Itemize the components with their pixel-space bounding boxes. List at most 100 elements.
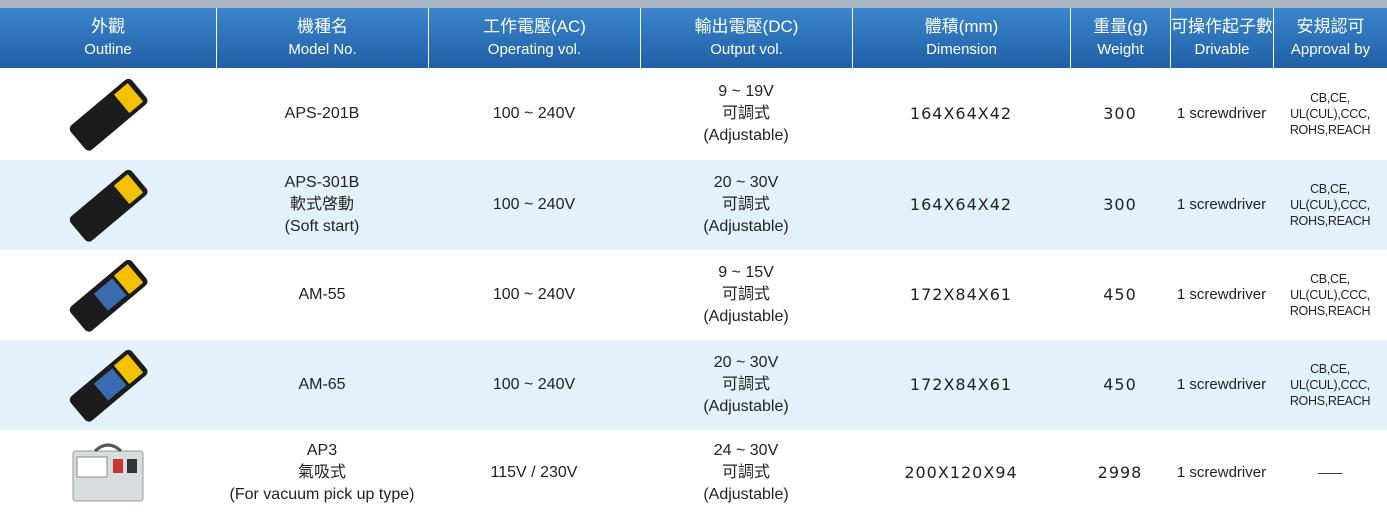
dimension-cell: 164X64X42: [852, 68, 1070, 160]
header-cell: 重量(g) Weight: [1070, 8, 1170, 68]
approval-text: ROHS,REACH: [1289, 123, 1371, 137]
dimension-text: 164X64X42: [909, 104, 1013, 123]
weight-text: 300: [1103, 104, 1137, 123]
dimension-text: 172X84X61: [909, 285, 1013, 304]
approval-text: UL(CUL),CCC,: [1290, 288, 1370, 302]
model-text: 軟式啓動: [289, 196, 354, 213]
row-background: [0, 430, 1387, 516]
header-zh: 機種名: [297, 17, 348, 36]
model-cell: AM-55: [216, 250, 428, 340]
header-en: Weight: [1097, 41, 1144, 58]
header-zh: 重量(g): [1093, 17, 1148, 36]
header-cell: 體積(mm) Dimension: [852, 8, 1070, 68]
output-cell: 20 ~ 30V 可調式 (Adjustable): [640, 340, 852, 430]
approval-text: CB,CE,: [1310, 362, 1350, 376]
approval-text: ROHS,REACH: [1289, 214, 1371, 228]
outline-cell: [0, 340, 216, 430]
header-zh: 工作電壓(AC): [483, 17, 586, 36]
weight-cell: 450: [1070, 340, 1170, 430]
header-en: Dimension: [926, 41, 997, 58]
weight-text: 450: [1103, 375, 1137, 394]
header-en: Output vol.: [710, 41, 783, 58]
output-text: (Adjustable): [703, 486, 789, 503]
drivable-cell: 1 screwdriver: [1170, 430, 1273, 516]
input-cell: 100 ~ 240V: [428, 340, 640, 430]
approval-cell: CB,CE, UL(CUL),CCC, ROHS,REACH: [1273, 340, 1387, 430]
input-cell: 100 ~ 240V: [428, 68, 640, 160]
row-background: [0, 160, 1387, 250]
drivable-cell: 1 screwdriver: [1170, 250, 1273, 340]
output-text: (Adjustable): [703, 218, 789, 235]
drivable-text: 1 screwdriver: [1176, 196, 1267, 213]
output-text: 可調式: [721, 376, 770, 393]
header-en: Outline: [84, 41, 132, 58]
header-en: Drivable: [1194, 41, 1250, 58]
output-text: 20 ~ 30V: [713, 174, 779, 191]
header-cell: 機種名 Model No.: [216, 8, 428, 68]
approval-cell: CB,CE, UL(CUL),CCC, ROHS,REACH: [1273, 68, 1387, 160]
approval-text: UL(CUL),CCC,: [1290, 107, 1370, 121]
header-cell: 輸出電壓(DC) Output vol.: [640, 8, 852, 68]
drivable-text: 1 screwdriver: [1176, 105, 1267, 122]
outline-cell: [0, 68, 216, 160]
header-en: Approval by: [1290, 41, 1371, 58]
row-background: [0, 68, 1387, 160]
dimension-text: 172X84X61: [909, 375, 1013, 394]
output-text: 可調式: [721, 196, 770, 213]
drivable-text: 1 screwdriver: [1176, 286, 1267, 303]
input-text: 100 ~ 240V: [492, 105, 576, 122]
header-zh: 體積(mm): [924, 17, 999, 36]
model-cell: AM-65: [216, 340, 428, 430]
model-cell: APS-201B: [216, 68, 428, 160]
header-en: Model No.: [288, 41, 357, 58]
drivable-text: 1 screwdriver: [1176, 464, 1267, 481]
product-image: [69, 259, 148, 332]
approval-text: ——: [1317, 466, 1343, 480]
input-cell: 115V / 230V: [428, 430, 640, 516]
model-text: APS-301B: [284, 174, 360, 191]
output-text: (Adjustable): [703, 127, 789, 144]
outline-cell: [0, 160, 216, 250]
model-cell: AP3 氣吸式 (For vacuum pick up type): [216, 430, 428, 516]
input-text: 115V / 230V: [490, 464, 578, 481]
weight-cell: 2998: [1070, 430, 1170, 516]
output-cell: 24 ~ 30V 可調式 (Adjustable): [640, 430, 852, 516]
header-cell: 安規認可 Approval by: [1273, 8, 1387, 68]
product-image: [72, 443, 144, 502]
dimension-cell: 200X120X94: [852, 430, 1070, 516]
approval-text: CB,CE,: [1310, 91, 1350, 105]
weight-text: 300: [1103, 195, 1137, 214]
header-zh: 安規認可: [1296, 17, 1365, 36]
weight-cell: 450: [1070, 250, 1170, 340]
model-text: 氣吸式: [297, 464, 346, 481]
outline-cell: [0, 430, 216, 516]
header-zh: 可操作起子數: [1171, 17, 1273, 36]
approval-text: UL(CUL),CCC,: [1290, 198, 1370, 212]
output-cell: 20 ~ 30V 可調式 (Adjustable): [640, 160, 852, 250]
dimension-cell: 172X84X61: [852, 250, 1070, 340]
output-cell: 9 ~ 15V 可調式 (Adjustable): [640, 250, 852, 340]
output-text: 9 ~ 15V: [718, 264, 774, 281]
input-cell: 100 ~ 240V: [428, 160, 640, 250]
output-cell: 9 ~ 19V 可調式 (Adjustable): [640, 68, 852, 160]
input-cell: 100 ~ 240V: [428, 250, 640, 340]
approval-text: UL(CUL),CCC,: [1290, 378, 1370, 392]
input-text: 100 ~ 240V: [492, 286, 576, 303]
outline-cell: [0, 250, 216, 340]
model-text: AM-65: [298, 376, 346, 393]
model-cell: APS-301B 軟式啓動 (Soft start): [216, 160, 428, 250]
model-text: AP3: [306, 442, 338, 459]
output-text: 24 ~ 30V: [713, 442, 779, 459]
row-background: [0, 340, 1387, 430]
dimension-cell: 164X64X42: [852, 160, 1070, 250]
header-zh: 外觀: [91, 17, 125, 36]
output-text: 可調式: [721, 105, 770, 122]
header-cell: 外觀 Outline: [0, 8, 216, 68]
weight-text: 2998: [1097, 463, 1143, 482]
output-text: 可調式: [721, 464, 770, 481]
top-strip: [0, 0, 1387, 8]
drivable-cell: 1 screwdriver: [1170, 160, 1273, 250]
input-text: 100 ~ 240V: [492, 196, 576, 213]
output-text: (Adjustable): [703, 398, 789, 415]
